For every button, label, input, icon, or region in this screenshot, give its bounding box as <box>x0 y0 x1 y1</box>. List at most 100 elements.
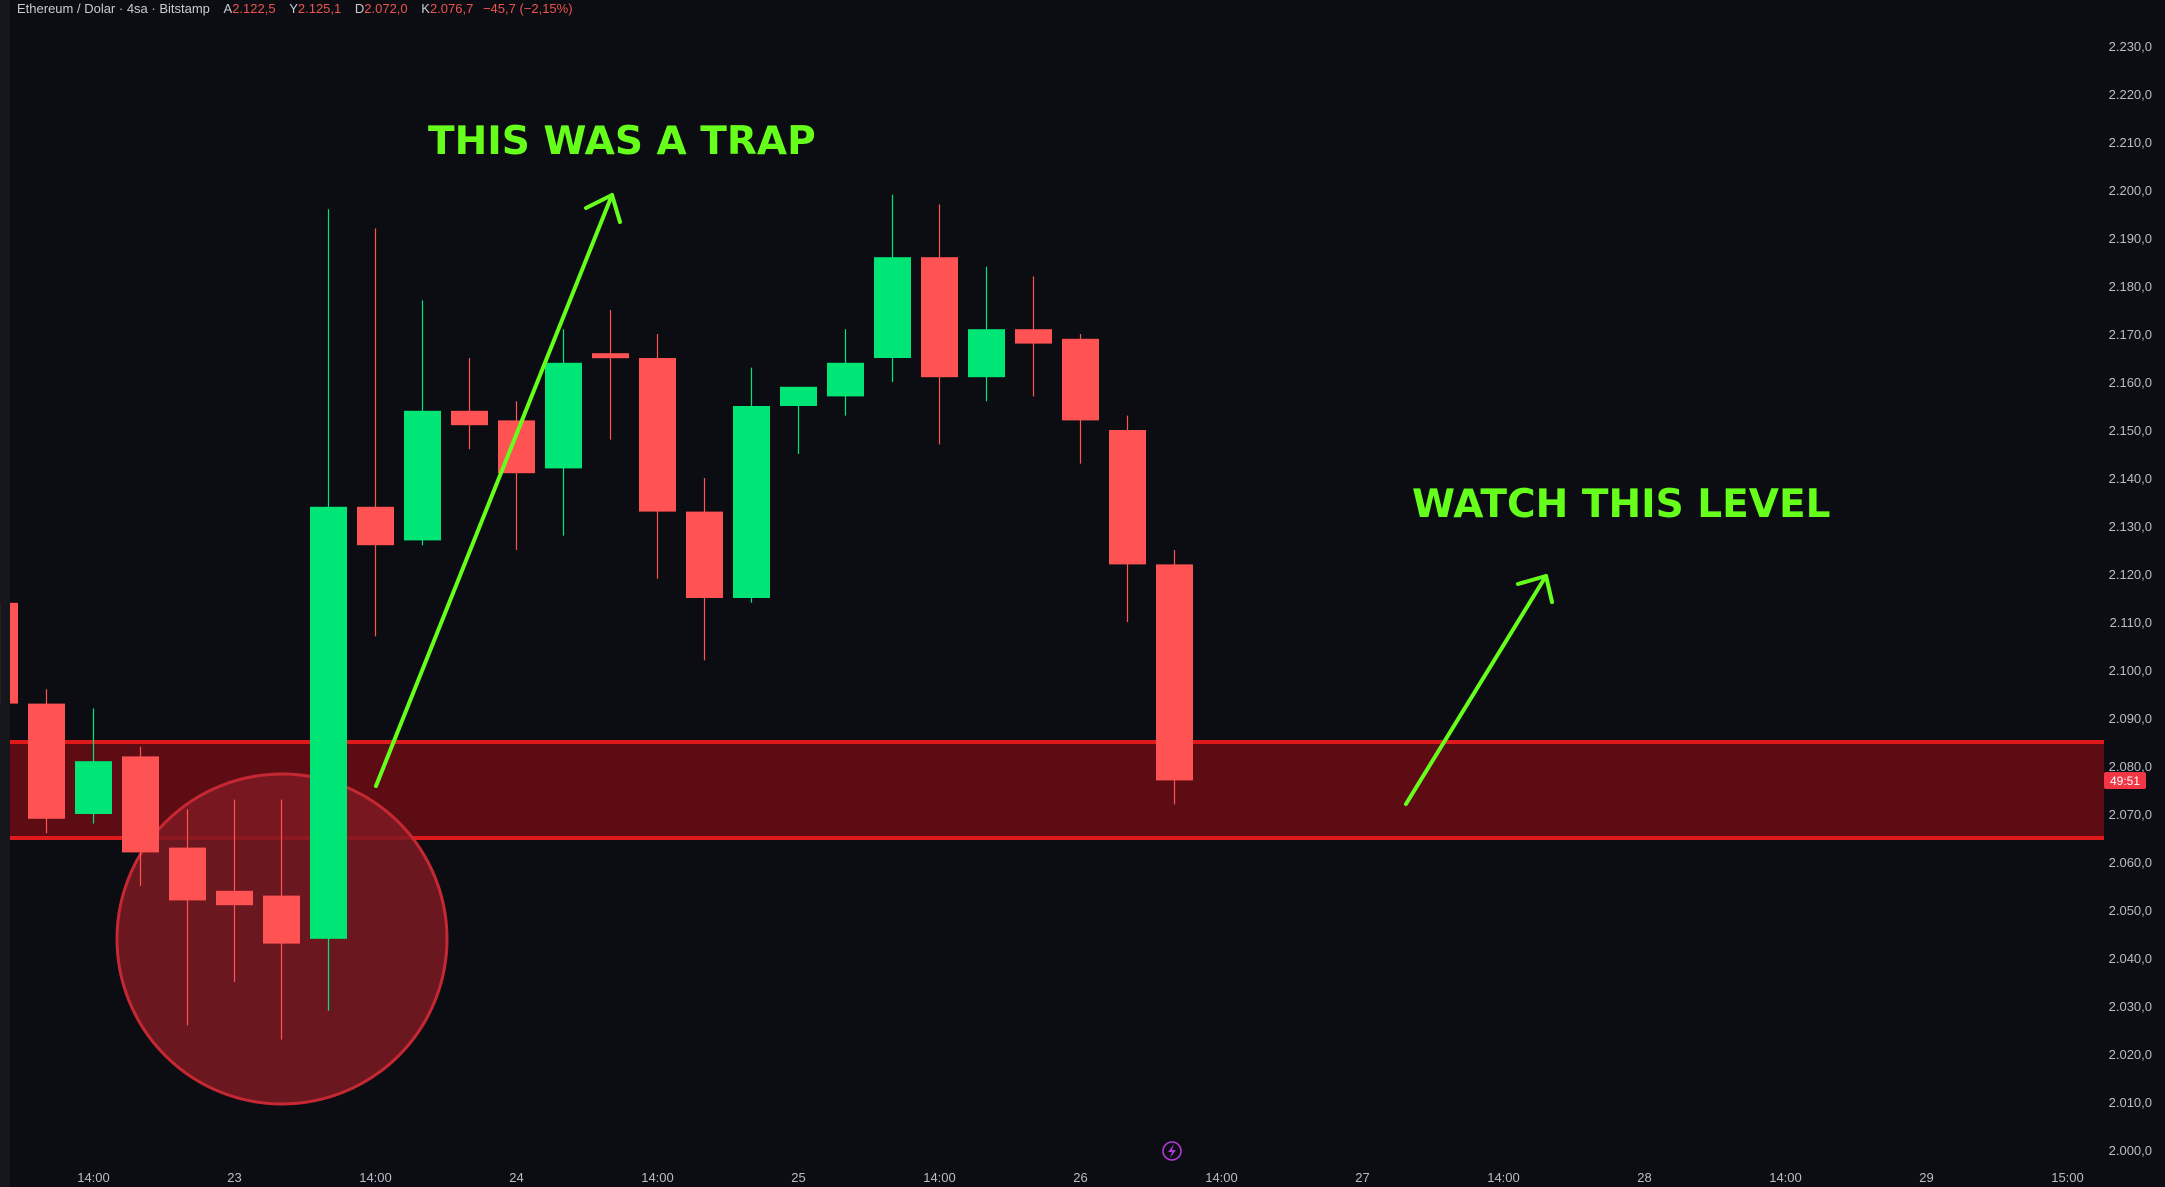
left-panel-edge <box>0 0 10 1187</box>
candle <box>169 809 206 1026</box>
x-tick-label: 29 <box>1919 1170 1933 1185</box>
y-tick-label: 2.090,0 <box>2109 711 2152 726</box>
candle <box>310 209 347 1011</box>
y-tick-label: 2.030,0 <box>2109 999 2152 1014</box>
y-tick-label: 2.000,0 <box>2109 1143 2152 1158</box>
candle-body <box>968 329 1005 378</box>
y-tick-label: 2.130,0 <box>2109 519 2152 534</box>
candle <box>28 689 65 834</box>
candle-body <box>921 257 958 378</box>
candle-body <box>780 386 817 406</box>
candle <box>1109 415 1146 622</box>
candles-layer <box>0 194 1193 1040</box>
candle <box>451 358 488 450</box>
candle <box>75 708 112 824</box>
candle-body <box>545 362 582 469</box>
y-tick-label: 2.110,0 <box>2110 615 2152 630</box>
candle <box>921 204 958 445</box>
candle-body <box>733 406 770 598</box>
y-tick-label: 2.210,0 <box>2109 135 2152 150</box>
candle <box>874 194 911 382</box>
candle-body <box>169 847 206 901</box>
candle <box>216 799 253 982</box>
candle-body <box>357 506 394 546</box>
x-tick-label: 14:00 <box>1769 1170 1802 1185</box>
x-tick-label: 14:00 <box>1205 1170 1238 1185</box>
candle <box>1156 550 1193 805</box>
candle-body <box>216 890 253 906</box>
low-label: D <box>354 1 365 16</box>
candle-body <box>827 362 864 397</box>
watch-annotation: WATCH THIS LEVEL <box>1412 482 1830 527</box>
candle-body <box>1109 430 1146 565</box>
candle <box>686 478 723 661</box>
trap-annotation: THIS WAS A TRAP <box>428 119 816 164</box>
candle <box>592 310 629 440</box>
y-tick-label: 2.080,0 <box>2109 759 2152 774</box>
candle-body <box>28 703 65 819</box>
x-tick-label: 14:00 <box>923 1170 956 1185</box>
countdown-text: 49:51 <box>2110 774 2140 788</box>
candle <box>263 799 300 1040</box>
low-value: 2.072,0 <box>364 1 408 16</box>
time-axis[interactable]: 14:00 23 14:00 24 14:00 25 14:00 26 14:00 27 14:00… <box>77 1170 2084 1185</box>
candle-body <box>310 506 347 939</box>
y-tick-label: 2.100,0 <box>2109 663 2152 678</box>
candle <box>968 266 1005 402</box>
candle <box>827 329 864 416</box>
y-tick-label: 2.060,0 <box>2109 855 2152 870</box>
symbol-name[interactable]: Ethereum / Dolar · 4sa · Bitstamp <box>17 1 210 16</box>
y-tick-label: 2.180,0 <box>2109 279 2152 294</box>
x-tick-label: 14:00 <box>641 1170 674 1185</box>
y-tick-label: 2.220,0 <box>2109 87 2152 102</box>
candle-body <box>451 410 488 426</box>
candle-body <box>874 257 911 358</box>
x-tick-label: 14:00 <box>1487 1170 1520 1185</box>
y-tick-label: 2.230,0 <box>2109 39 2152 54</box>
y-tick-label: 2.160,0 <box>2109 375 2152 390</box>
close-label: K <box>421 1 430 16</box>
y-tick-label: 2.140,0 <box>2109 471 2152 486</box>
high-label: Y <box>289 1 298 16</box>
x-tick-label: 26 <box>1073 1170 1087 1185</box>
candle <box>639 334 676 579</box>
candle <box>1062 334 1099 464</box>
x-tick-label: 23 <box>227 1170 241 1185</box>
candle-body <box>263 895 300 944</box>
x-tick-label: 28 <box>1637 1170 1651 1185</box>
y-tick-label: 2.040,0 <box>2109 951 2152 966</box>
open-value: 2.122,5 <box>232 1 276 16</box>
candle-body <box>639 358 676 512</box>
y-tick-label: 2.070,0 <box>2109 807 2152 822</box>
y-tick-label: 2.050,0 <box>2109 903 2152 918</box>
y-tick-label: 2.120,0 <box>2109 567 2152 582</box>
change-value: −45,7 (−2,15%) <box>482 1 573 16</box>
x-tick-label: 25 <box>791 1170 805 1185</box>
countdown-badge: 49:51 <box>2104 772 2146 789</box>
x-tick-label: 24 <box>509 1170 523 1185</box>
candle-body <box>1062 338 1099 421</box>
close-value: 2.076,7 <box>429 1 474 16</box>
x-tick-label: 14:00 <box>77 1170 110 1185</box>
x-tick-label: 14:00 <box>359 1170 392 1185</box>
high-value: 2.125,1 <box>297 1 342 16</box>
x-tick-label: 27 <box>1355 1170 1369 1185</box>
candle <box>780 386 817 454</box>
candle <box>1015 276 1052 397</box>
x-tick-label: 15:00 <box>2051 1170 2084 1185</box>
y-tick-label: 2.150,0 <box>2109 423 2152 438</box>
candle <box>122 746 159 886</box>
candle <box>0 602 18 704</box>
symbol-legend[interactable]: Ethereum / Dolar · 4sa · Bitstamp A2.122… <box>17 1 573 16</box>
price-axis[interactable]: 2.230,0 2.220,0 2.210,0 2.200,0 2.190,0 2.180… <box>2109 39 2152 1158</box>
y-tick-label: 2.200,0 <box>2109 183 2152 198</box>
candle <box>498 401 535 550</box>
candle-body <box>1156 564 1193 781</box>
y-tick-label: 2.010,0 <box>2109 1095 2152 1110</box>
lightning-icon[interactable] <box>1162 1141 1182 1161</box>
candle <box>357 228 394 637</box>
candle-body <box>404 410 441 541</box>
y-tick-label: 2.020,0 <box>2109 1047 2152 1062</box>
